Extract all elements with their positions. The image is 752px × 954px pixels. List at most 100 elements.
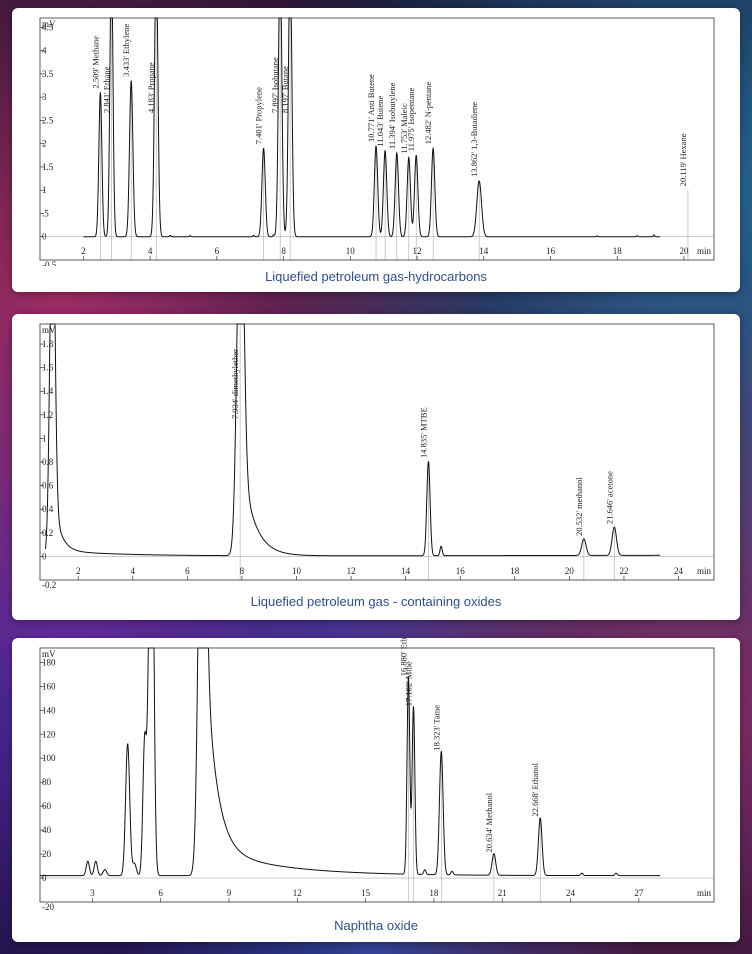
y-tick-label: 20 bbox=[42, 849, 52, 859]
peak-label: 13.862' 1,3-Butadiene bbox=[469, 102, 479, 177]
chromatogram-panel-naphtha: mV 0 20 40 60 80 100 120 140 160 180 -20 3 6 9 12 15 18 21… bbox=[12, 638, 740, 942]
signal-trace bbox=[44, 323, 661, 557]
y-tick-label: 80 bbox=[42, 777, 52, 787]
peak-label: 7.897' Isobutane bbox=[270, 57, 280, 113]
peak-label: 21.646' acetone bbox=[604, 471, 614, 524]
y-tick-label: 3.5 bbox=[42, 69, 54, 79]
x-tick-label: 6 bbox=[185, 566, 190, 576]
y-tick-label: 40 bbox=[42, 825, 52, 835]
x-tick-label: 12 bbox=[413, 246, 422, 256]
x-tick-label: 20 bbox=[565, 566, 575, 576]
y-tick-label: 1.4 bbox=[42, 386, 54, 396]
peak-label: 3.433' Ethylene bbox=[121, 24, 131, 77]
signal-trace bbox=[40, 647, 661, 877]
x-tick-label: 16 bbox=[546, 246, 556, 256]
peak-label: 10.771' Anti Butene bbox=[366, 74, 376, 142]
y-tick-label: 3 bbox=[42, 92, 47, 102]
chart-title: Liquefied petroleum gas - containing oxi… bbox=[250, 594, 502, 609]
x-tick-label: 18 bbox=[613, 246, 623, 256]
x-tick-label: 12 bbox=[293, 888, 302, 898]
y-axis-unit: mV bbox=[42, 19, 56, 29]
peak-label: 11.753' Maleic bbox=[399, 103, 409, 154]
x-tick-label: 6 bbox=[158, 888, 163, 898]
peak-label: 2.841' Ethane bbox=[101, 66, 111, 113]
peak-label: 7.401' Propylene bbox=[254, 87, 264, 144]
x-tick-label: 20 bbox=[679, 246, 689, 256]
x-tick-label: 6 bbox=[215, 246, 220, 256]
peak-label: 16.880' Etbe bbox=[398, 638, 408, 676]
x-tick-label: 4 bbox=[148, 246, 153, 256]
x-tick-label: 10 bbox=[346, 246, 356, 256]
peak-label: 8.197' Butane bbox=[280, 66, 290, 113]
chart-title: Naphtha oxide bbox=[334, 918, 418, 933]
y-tick-label: 0 bbox=[42, 232, 47, 242]
y-tick-label: 1.5 bbox=[42, 162, 54, 172]
chromatogram-plot: mV 0 20 40 60 80 100 120 140 160 180 -20 3 6 9 12 15 18 21… bbox=[39, 638, 715, 912]
x-tick-label: 14 bbox=[479, 246, 489, 256]
x-axis-unit: min bbox=[697, 246, 712, 256]
y-bottom-label: -0.2 bbox=[42, 580, 56, 590]
x-tick-label: 16 bbox=[456, 566, 466, 576]
y-tick-label: 1.8 bbox=[42, 339, 54, 349]
x-tick-label: 14 bbox=[401, 566, 411, 576]
peak-label: 2.509' Methane bbox=[90, 36, 100, 89]
peak-label: 20.532' methanol bbox=[574, 477, 584, 536]
peak-label: 11.975' Isopentane bbox=[406, 88, 416, 152]
y-tick-label: 60 bbox=[42, 801, 52, 811]
y-tick-label: 2 bbox=[42, 139, 47, 149]
peak-label: 11.043' Butene bbox=[375, 96, 385, 147]
y-tick-label: 1 bbox=[42, 185, 47, 195]
y-bottom-label: -20 bbox=[42, 902, 54, 912]
peak-label: 18.323' Tame bbox=[431, 705, 441, 751]
x-tick-label: 8 bbox=[281, 246, 286, 256]
y-tick-label: 1.6 bbox=[42, 363, 54, 373]
y-tick-label: 120 bbox=[42, 729, 56, 739]
peak-label: 20.634' Methanol bbox=[484, 792, 494, 852]
y-tick-label: 1 bbox=[42, 433, 47, 443]
x-tick-label: 27 bbox=[634, 888, 644, 898]
plot-frame bbox=[39, 647, 715, 903]
x-tick-label: 2 bbox=[81, 246, 86, 256]
peak-label: 17.102' Mtbe bbox=[404, 661, 414, 706]
peak-label: 12.482' N-pentane bbox=[423, 82, 433, 145]
x-axis-unit: min bbox=[697, 888, 712, 898]
x-tick-label: 21 bbox=[498, 888, 507, 898]
x-tick-label: 24 bbox=[674, 566, 684, 576]
peak-label: 20.119' Hexane bbox=[678, 133, 688, 186]
signal-trace bbox=[83, 17, 661, 238]
peak-label: 22.668' Ethanol bbox=[530, 762, 540, 816]
y-tick-label: 180 bbox=[42, 657, 56, 667]
y-axis-unit: mV bbox=[42, 649, 56, 659]
y-tick-label: 0.2 bbox=[42, 528, 53, 538]
chromatogram-panel-oxides: mV 0 0.2 0.4 0.6 0.8 1 1.2 1.4 1.6 1.8 -0.2 2 4 6 8 10 12… bbox=[12, 314, 740, 620]
y-tick-label: 4 bbox=[42, 46, 47, 56]
peak-label: 11.394' Isobutylene bbox=[387, 82, 397, 149]
chromatogram-plot: mV 0 .5 1 1.5 2 2.5 3 3.5 4 4.5 -0.5 2 4 6 8 10 12 14 16 18 2… bbox=[39, 17, 715, 266]
x-tick-label: 18 bbox=[510, 566, 520, 576]
x-tick-label: 8 bbox=[240, 566, 245, 576]
x-axis-unit: min bbox=[697, 566, 712, 576]
peak-label: 4.183' Propane bbox=[146, 62, 156, 113]
y-tick-label: .5 bbox=[42, 208, 49, 218]
x-tick-label: 3 bbox=[90, 888, 95, 898]
y-tick-label: 0 bbox=[42, 551, 47, 561]
x-tick-label: 15 bbox=[361, 888, 371, 898]
x-tick-label: 2 bbox=[76, 566, 81, 576]
y-tick-label: 0.4 bbox=[42, 504, 54, 514]
y-tick-label: 2.5 bbox=[42, 115, 54, 125]
x-tick-label: 12 bbox=[347, 566, 356, 576]
y-tick-label: 140 bbox=[42, 705, 56, 715]
y-tick-label: 4.5 bbox=[42, 22, 54, 32]
y-tick-label: 100 bbox=[42, 753, 56, 763]
x-tick-label: 24 bbox=[566, 888, 576, 898]
y-axis-unit: mV bbox=[42, 325, 56, 335]
x-tick-label: 9 bbox=[227, 888, 232, 898]
y-tick-label: 160 bbox=[42, 681, 56, 691]
chromatogram-panel-hydrocarbons: mV 0 .5 1 1.5 2 2.5 3 3.5 4 4.5 -0.5 2 4 6 8 10 12 14 16 18 2… bbox=[12, 8, 740, 292]
chart-title: Liquefied petroleum gas-hydrocarbons bbox=[265, 269, 487, 284]
y-bottom-label: -0.5 bbox=[42, 260, 57, 266]
y-tick-label: 1.2 bbox=[42, 410, 53, 420]
x-tick-label: 22 bbox=[619, 566, 628, 576]
peak-label: 14.835' MTBE bbox=[418, 407, 428, 458]
